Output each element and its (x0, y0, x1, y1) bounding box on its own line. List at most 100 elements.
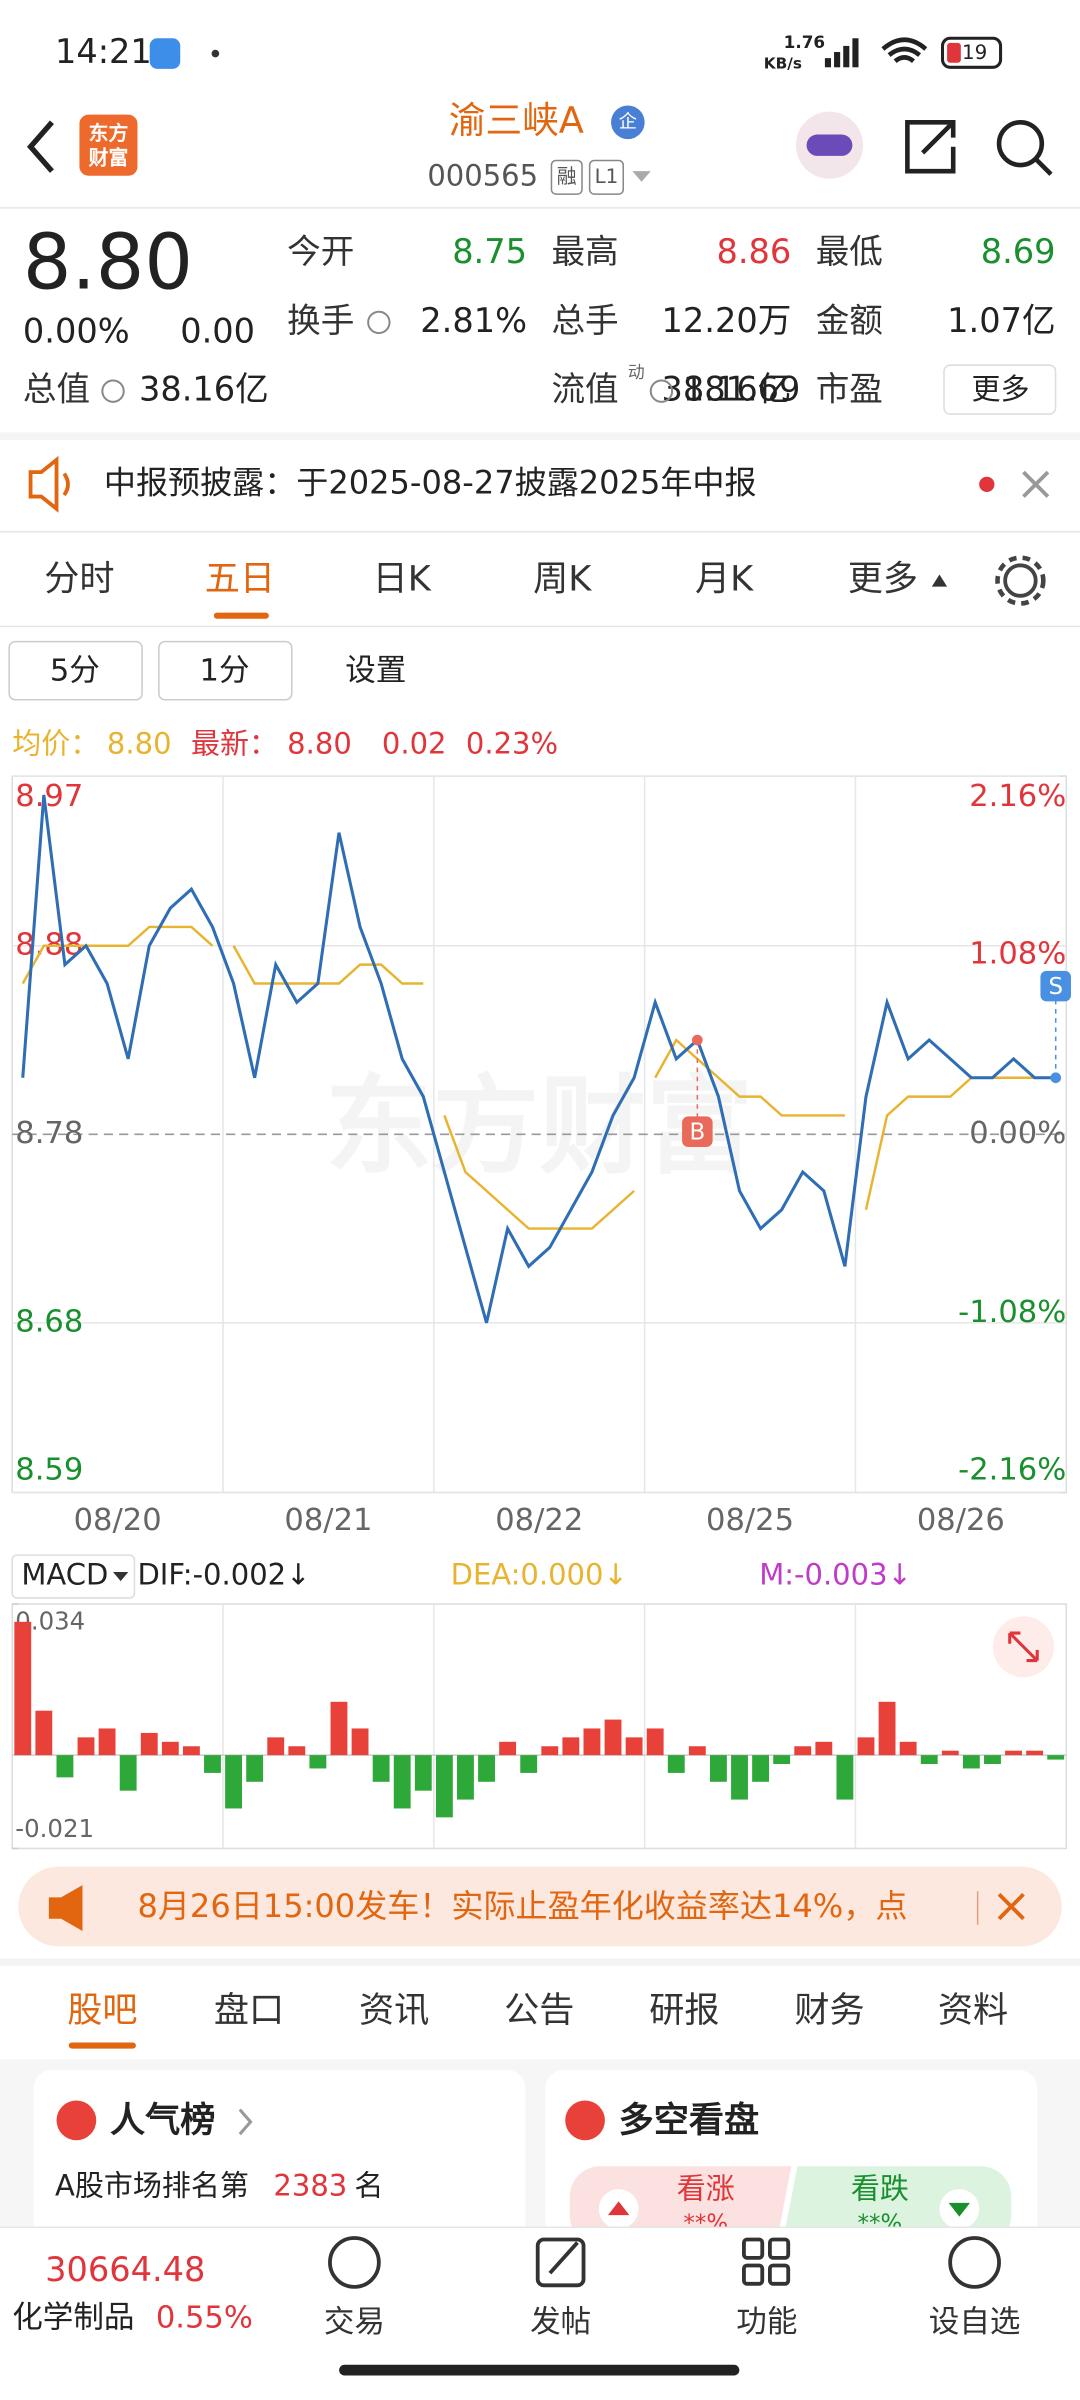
stock-code: 000565 (427, 158, 538, 192)
quote-fields: 今开 8.75 最高 8.86 最低 8.69 换手 2.81% 总手 12.20万 金额 1.07亿… (23, 232, 1056, 408)
info-tab[interactable]: 研报 (649, 1990, 719, 2031)
home-indicator (339, 2364, 740, 2376)
popularity-card[interactable] (33, 2069, 526, 2246)
trade-dot (691, 1034, 703, 1046)
notice-text[interactable]: 中报预披露：于2025-08-27披露2025年中报 (104, 463, 757, 501)
y-tick-label: 8.59 (15, 1453, 83, 1488)
back-button[interactable] (26, 120, 54, 173)
latest-change: 0.02 (382, 727, 447, 761)
macd-bar (309, 1755, 327, 1769)
ad-bar[interactable] (18, 1866, 1062, 1947)
battery-level (947, 42, 961, 63)
indicator-arrow (113, 1571, 129, 1582)
macd-bar (688, 1746, 706, 1756)
ad-icon (48, 1885, 83, 1931)
post-icon[interactable] (535, 2237, 586, 2288)
macd-bar (182, 1746, 200, 1756)
info-tab[interactable]: 财务 (794, 1990, 864, 2031)
field-value: 38.16亿 (662, 370, 792, 409)
period-text: 1分 (200, 654, 250, 689)
macd-bar (1005, 1750, 1022, 1756)
chevron (238, 2108, 253, 2136)
close-notice[interactable] (1022, 470, 1050, 498)
ad-close[interactable] (997, 1892, 1025, 1921)
macd-bar (351, 1728, 369, 1756)
trade-box (1040, 970, 1071, 1002)
watchlist-icon[interactable] (948, 2236, 1001, 2289)
macd-bar (246, 1755, 264, 1782)
field-value: 2.81% (420, 301, 527, 340)
info-icon (367, 310, 391, 335)
logo-text: 东方 (89, 122, 129, 145)
logo (79, 114, 138, 176)
period-button[interactable] (8, 640, 143, 701)
avatar-face (806, 134, 853, 156)
nav-label[interactable]: 交易 (324, 2305, 385, 2340)
info-tab[interactable]: 资讯 (359, 1990, 429, 2031)
nav-label[interactable]: 设自选 (929, 2305, 1021, 2340)
stock-title: 渝三峡A (449, 99, 584, 142)
x-tick-label: 08/25 (706, 1503, 794, 1538)
net-unit: KB/s (764, 55, 802, 73)
macd-frame (11, 1603, 1068, 1850)
dropdown[interactable] (632, 171, 651, 182)
macd-bar (773, 1755, 791, 1765)
period-button[interactable] (158, 640, 293, 701)
more-button[interactable] (943, 364, 1057, 415)
y2-tick-label: 2.16% (969, 779, 1066, 814)
avg-value: 8.80 (107, 727, 172, 761)
function-icon[interactable] (742, 2237, 791, 2286)
y2-tick-label: -2.16% (958, 1453, 1066, 1488)
field-value: 181.69 (683, 370, 801, 409)
up-arrow (607, 2201, 630, 2216)
latest-label: 最新： (191, 727, 278, 761)
rank-post: 名 (354, 2169, 383, 2203)
settings-button[interactable] (1003, 563, 1038, 598)
macd-bar (583, 1728, 601, 1756)
info-tab[interactable]: 公告 (504, 1990, 574, 2031)
x-tick-label: 08/22 (495, 1503, 583, 1538)
macd-bar (899, 1741, 917, 1756)
search-button[interactable] (996, 120, 1045, 168)
info-tab[interactable]: 股吧 (67, 1990, 137, 2031)
indicator-select[interactable] (11, 1554, 136, 1599)
battery-text: 19 (962, 41, 987, 64)
chart-tab[interactable]: 更多 (848, 559, 918, 600)
avg-label: 均价： (12, 727, 99, 761)
settings-gear (995, 555, 1046, 606)
chart-tab[interactable]: 五日 (205, 559, 275, 600)
sentiment-title: 多空看盘 (619, 2100, 760, 2141)
chart-tab[interactable]: 周K (533, 559, 592, 600)
avg-line (443, 1115, 635, 1230)
macd-bar (56, 1755, 74, 1778)
period-text: 5分 (50, 654, 100, 689)
field-value: 8.86 (716, 232, 791, 271)
logo-text: 财富 (89, 146, 129, 169)
field-label: 总手 (551, 301, 618, 340)
macd-bar (984, 1755, 1001, 1765)
nav-label[interactable]: 发帖 (530, 2305, 591, 2340)
macd-bar (161, 1741, 179, 1756)
nav-label[interactable]: 功能 (736, 2305, 797, 2340)
chart-tab[interactable]: 日K (373, 559, 432, 600)
share-button[interactable] (905, 119, 956, 174)
y-tick-label: 8.78 (15, 1116, 83, 1151)
period-settings[interactable]: 设置 (345, 654, 406, 689)
chart-tab[interactable]: 分时 (44, 559, 114, 600)
m-value: M:-0.003↓ (759, 1558, 912, 1592)
index-value[interactable]: 30664.48 (45, 2250, 205, 2289)
macd-bar (836, 1755, 854, 1800)
info-tab[interactable]: 盘口 (214, 1990, 284, 2031)
macd-bar (478, 1755, 495, 1782)
wifi-icon (881, 37, 928, 64)
info-tab[interactable]: 资料 (938, 1990, 1008, 2031)
app-icon (149, 38, 181, 69)
rank: 2383 (273, 2169, 347, 2203)
bottom-nav: 交易 发帖 功能 设自选 (324, 2305, 1021, 2340)
field-value: 8.75 (452, 232, 527, 271)
indicator-name: MACD (21, 1558, 108, 1592)
chart-tab[interactable]: 月K (695, 559, 754, 600)
trade-icon[interactable] (328, 2236, 381, 2289)
separator (0, 432, 1080, 441)
